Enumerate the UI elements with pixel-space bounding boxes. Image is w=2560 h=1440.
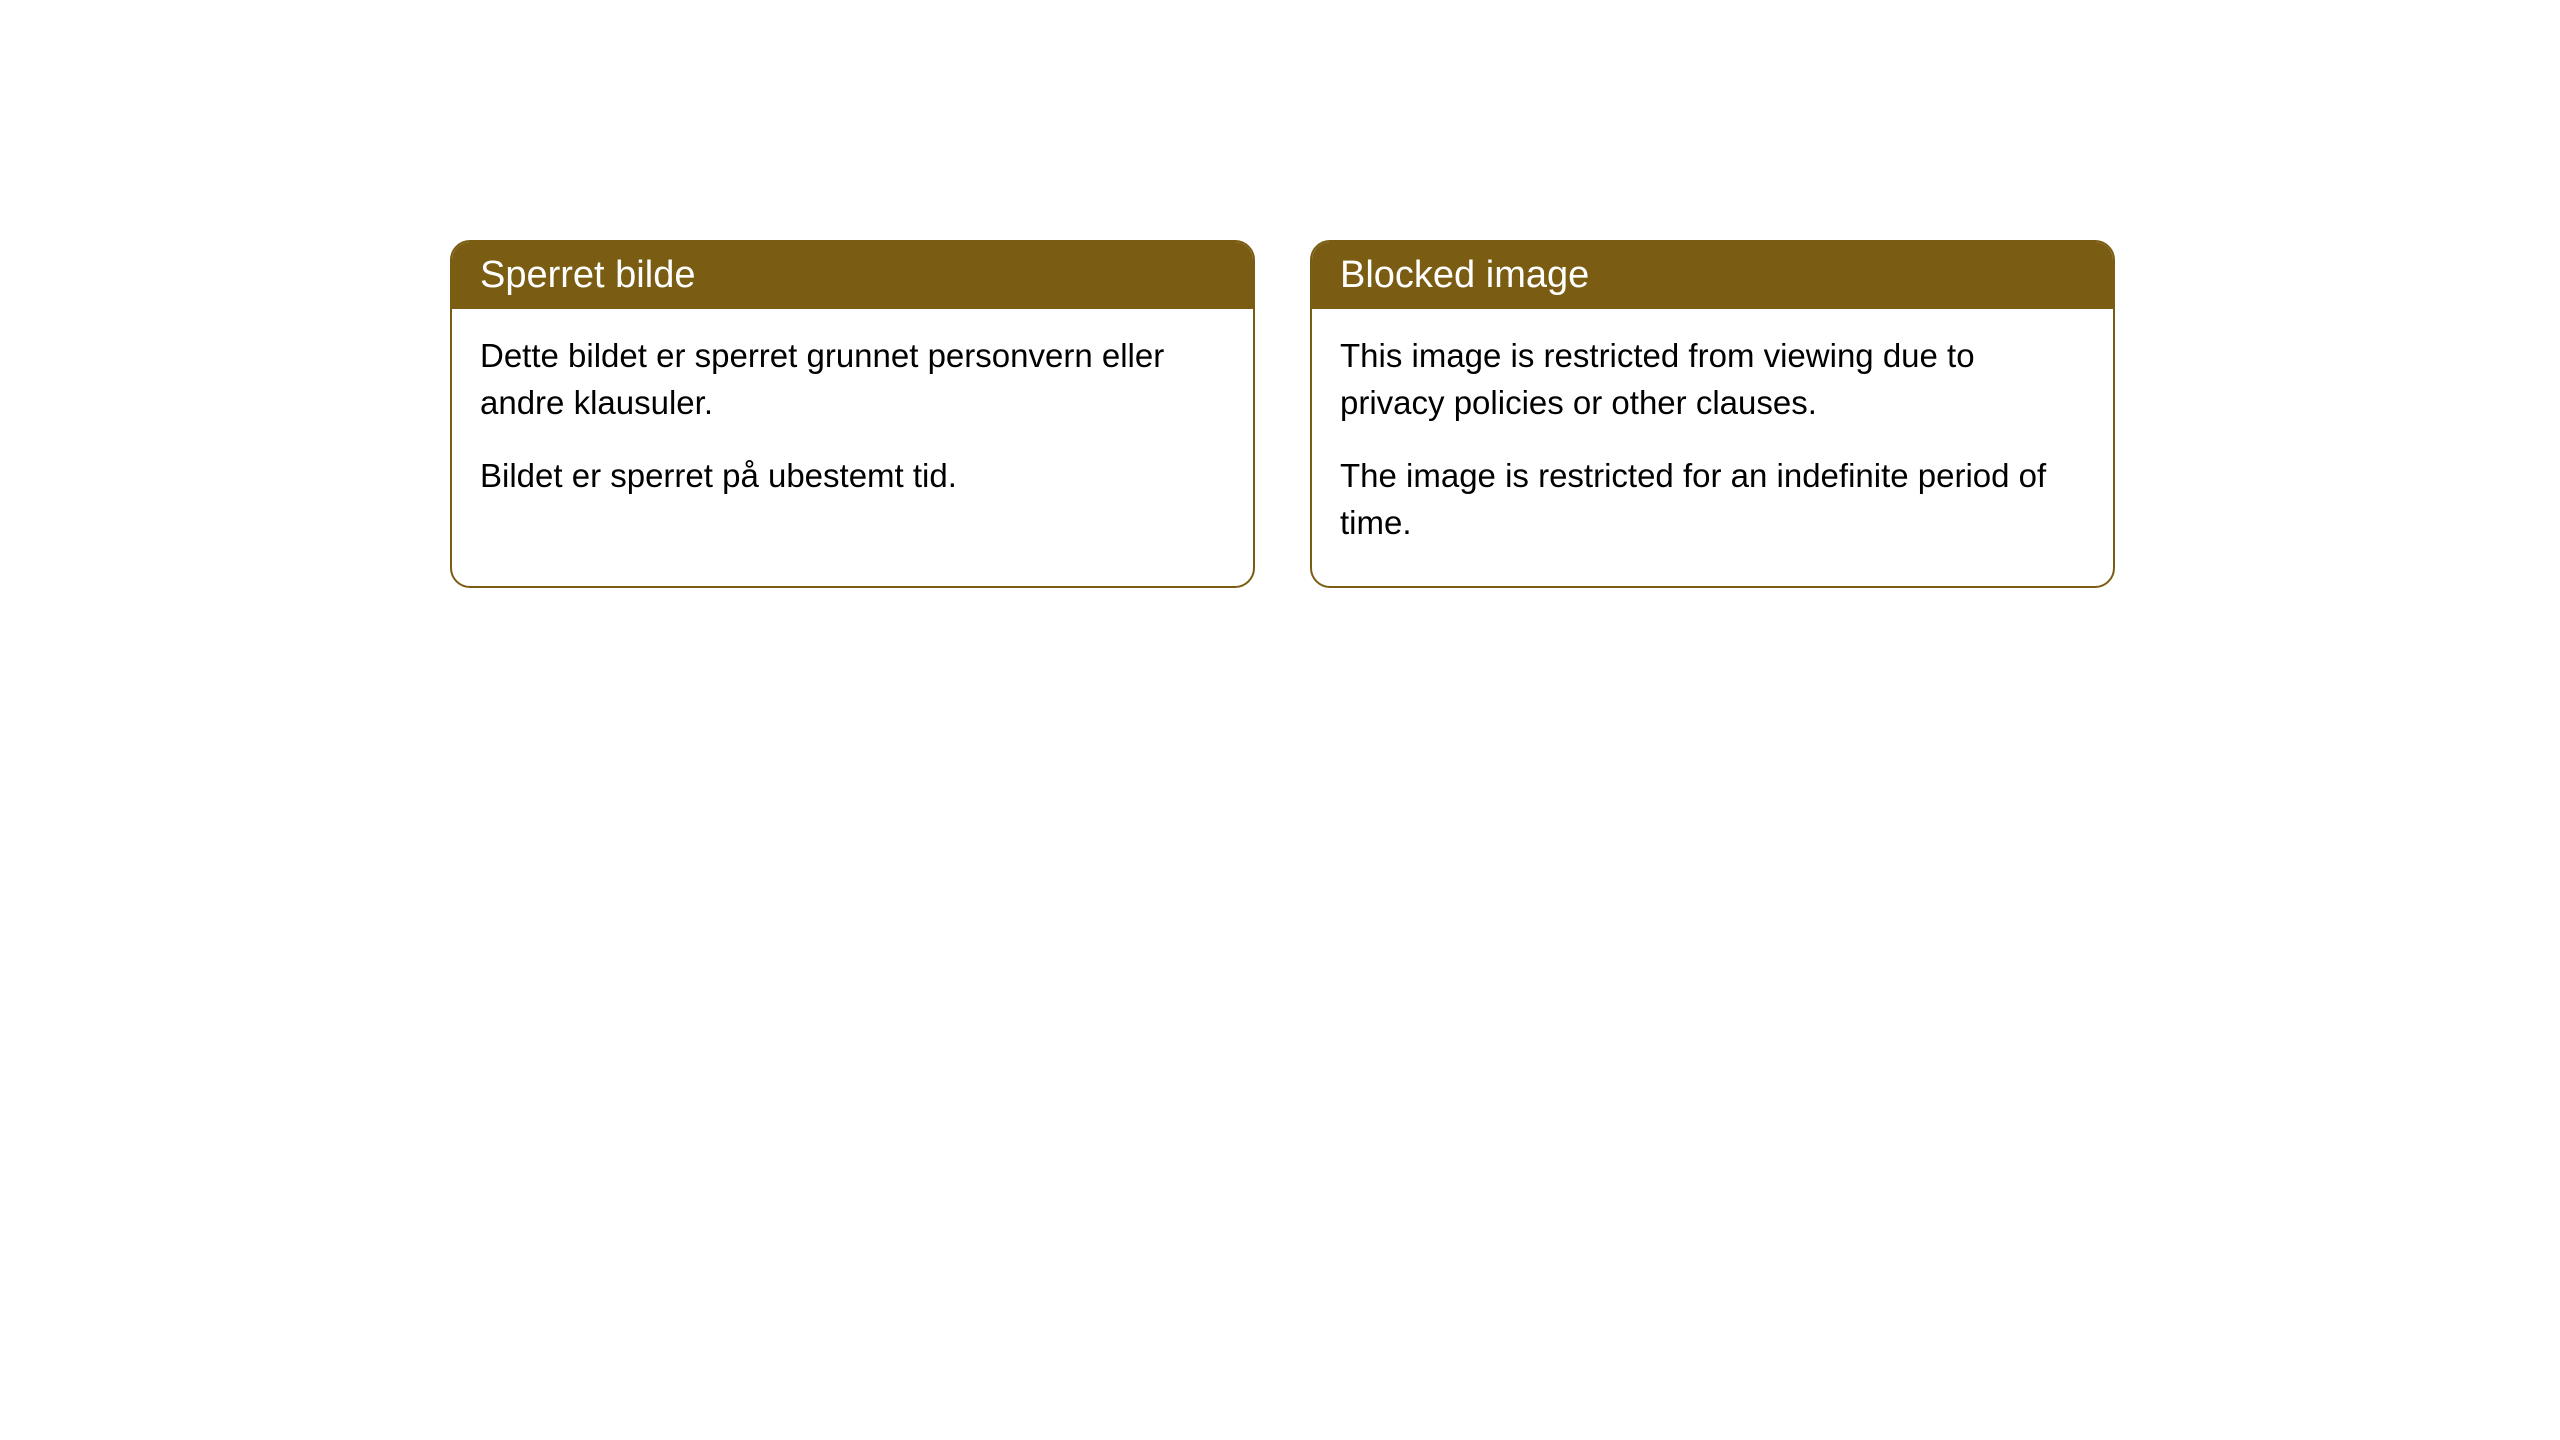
- notice-text-english-1: This image is restricted from viewing du…: [1340, 333, 2085, 427]
- notice-text-english-2: The image is restricted for an indefinit…: [1340, 453, 2085, 547]
- notice-text-norwegian-2: Bildet er sperret på ubestemt tid.: [480, 453, 1225, 500]
- notice-card-english: Blocked image This image is restricted f…: [1310, 240, 2115, 588]
- notice-body-norwegian: Dette bildet er sperret grunnet personve…: [452, 309, 1253, 540]
- notice-title-english: Blocked image: [1312, 242, 2113, 309]
- notice-container: Sperret bilde Dette bildet er sperret gr…: [450, 240, 2115, 588]
- notice-title-norwegian: Sperret bilde: [452, 242, 1253, 309]
- notice-card-norwegian: Sperret bilde Dette bildet er sperret gr…: [450, 240, 1255, 588]
- notice-body-english: This image is restricted from viewing du…: [1312, 309, 2113, 586]
- notice-text-norwegian-1: Dette bildet er sperret grunnet personve…: [480, 333, 1225, 427]
